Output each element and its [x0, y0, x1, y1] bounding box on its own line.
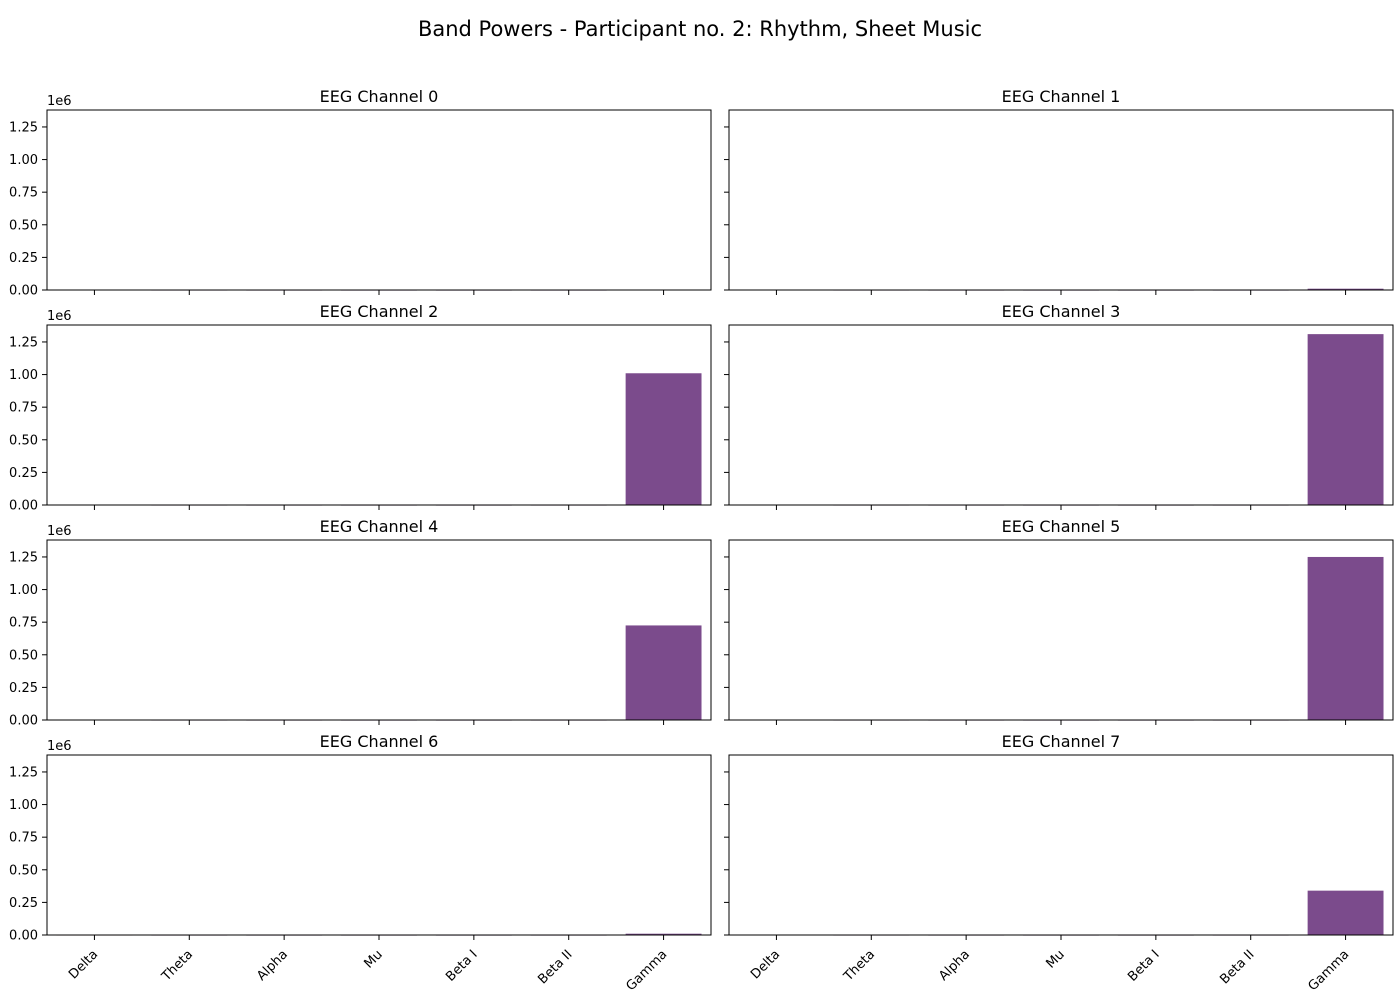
panel-title: EEG Channel 7	[1002, 732, 1121, 751]
x-tick-label: Mu	[1043, 947, 1067, 971]
panel-title: EEG Channel 6	[320, 732, 439, 751]
panel-title: EEG Channel 5	[1002, 517, 1121, 536]
y-offset-label: 1e6	[47, 739, 72, 754]
panel-title: EEG Channel 2	[320, 302, 439, 321]
panel-channel-1: EEG Channel 1	[724, 87, 1394, 295]
axes-frame	[46, 324, 712, 506]
y-tick-label: 0.00	[9, 929, 38, 944]
y-tick-label: 0.00	[9, 714, 38, 729]
x-tick-label: Delta	[748, 947, 783, 982]
x-tick-label: Beta II	[1217, 947, 1257, 987]
panel-title: EEG Channel 0	[320, 87, 439, 106]
y-offset-label: 1e6	[47, 94, 72, 109]
bar-gamma	[625, 933, 702, 935]
x-tick-label: Beta I	[1125, 947, 1162, 984]
x-tick-label: Beta II	[535, 947, 575, 987]
bar-gamma	[1307, 890, 1384, 935]
panel-channel-0: EEG Channel 0 0.00 0.25 0.50 0.75 1.00 1.25 1e6	[9, 87, 712, 299]
bar-gamma	[1307, 556, 1384, 720]
axes-frame	[46, 109, 712, 291]
y-offset-label: 1e6	[47, 524, 72, 539]
bar-gamma	[625, 373, 702, 505]
x-tick-label: Gamma	[623, 947, 670, 994]
x-tick-label: Gamma	[1305, 947, 1352, 994]
figure-title: Band Powers - Participant no. 2: Rhythm,…	[418, 17, 982, 41]
panel-channel-7: EEG Channel 7 Delta Theta Alpha Mu Beta I Beta…	[724, 732, 1394, 994]
y-tick-label: 0.25	[9, 681, 38, 696]
y-tick-label: 1.25	[9, 120, 38, 135]
y-tick-label: 0.50	[9, 863, 38, 878]
y-tick-label: 0.25	[9, 466, 38, 481]
bar-gamma	[1307, 288, 1384, 290]
x-tick-label: Alpha	[254, 947, 291, 984]
y-tick-label: 0.50	[9, 433, 38, 448]
panel-channel-3: EEG Channel 3	[724, 302, 1394, 510]
x-tick-label: Mu	[361, 947, 385, 971]
panel-title: EEG Channel 4	[320, 517, 439, 536]
y-tick-label: 1.25	[9, 550, 38, 565]
y-tick-label: 0.50	[9, 218, 38, 233]
x-tick-label: Delta	[66, 947, 101, 982]
panels: EEG Channel 0 0.00 0.25 0.50 0.75 1.00 1.25 1e6…	[9, 87, 1394, 994]
x-tick-label: Theta	[158, 947, 196, 985]
y-tick-label: 0.75	[9, 401, 38, 416]
y-tick-label: 0.75	[9, 186, 38, 201]
y-tick-label: 1.00	[9, 153, 38, 168]
panel-channel-4: EEG Channel 4 0.00 0.25 0.50 0.75 1.00 1.25 1e6	[9, 517, 712, 729]
y-tick-label: 1.25	[9, 765, 38, 780]
axes-frame	[728, 109, 1394, 291]
panel-channel-6: EEG Channel 6 0.00 0.25 0.50 0.75 1.00 1.25 1e6…	[9, 732, 712, 994]
x-tick-label: Alpha	[936, 947, 973, 984]
x-tick-label: Theta	[840, 947, 878, 985]
panel-title: EEG Channel 3	[1002, 302, 1121, 321]
axes-frame	[728, 539, 1394, 721]
y-tick-label: 1.00	[9, 368, 38, 383]
y-tick-label: 0.75	[9, 831, 38, 846]
y-offset-label: 1e6	[47, 309, 72, 324]
bar-gamma	[1307, 334, 1384, 505]
axes-frame	[46, 754, 712, 936]
y-tick-label: 0.25	[9, 896, 38, 911]
y-tick-label: 1.00	[9, 798, 38, 813]
panel-title: EEG Channel 1	[1002, 87, 1121, 106]
bar-gamma	[625, 625, 702, 720]
y-tick-label: 1.00	[9, 583, 38, 598]
axes-frame	[46, 539, 712, 721]
y-tick-label: 0.00	[9, 499, 38, 514]
y-tick-label: 1.25	[9, 335, 38, 350]
axes-frame	[728, 754, 1394, 936]
y-tick-label: 0.75	[9, 616, 38, 631]
x-tick-label: Beta I	[443, 947, 480, 984]
y-tick-label: 0.50	[9, 648, 38, 663]
panel-channel-2: EEG Channel 2 0.00 0.25 0.50 0.75 1.00 1.25 1e6	[9, 302, 712, 514]
y-tick-label: 0.25	[9, 251, 38, 266]
panel-channel-5: EEG Channel 5	[724, 517, 1394, 725]
y-tick-label: 0.00	[9, 284, 38, 299]
axes-frame	[728, 324, 1394, 506]
